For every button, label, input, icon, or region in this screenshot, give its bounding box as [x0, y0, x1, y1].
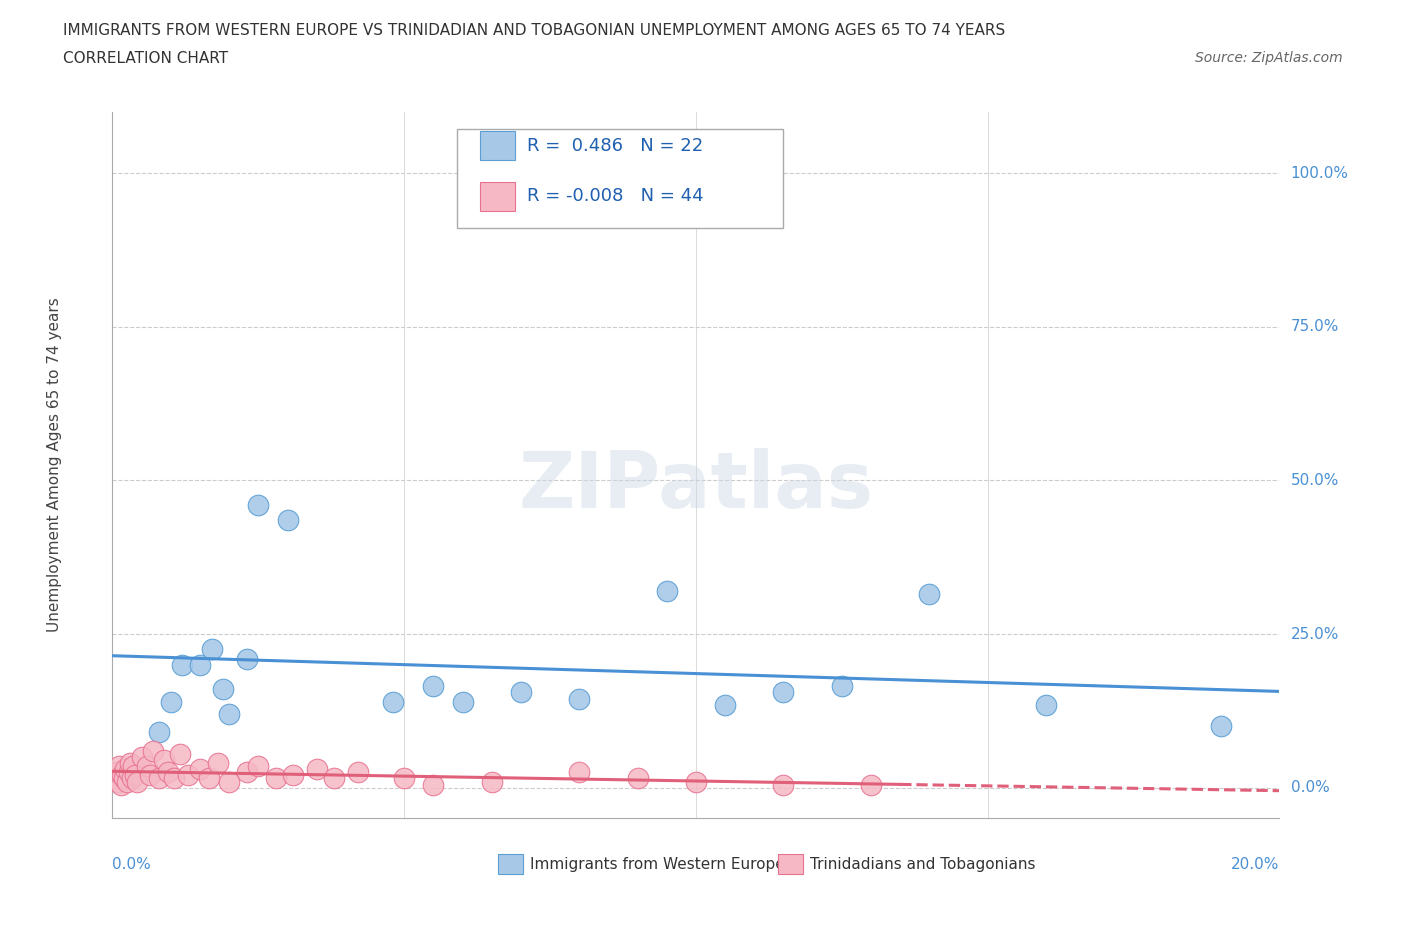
Point — [568, 764, 591, 779]
Point — [568, 691, 591, 706]
Point — [142, 743, 165, 758]
Text: 20.0%: 20.0% — [1232, 857, 1279, 872]
Point — [188, 658, 211, 672]
Text: Unemployment Among Ages 65 to 74 years: Unemployment Among Ages 65 to 74 years — [46, 298, 62, 632]
Point — [131, 750, 153, 764]
Point — [772, 685, 794, 700]
Point — [422, 679, 444, 694]
Point — [169, 747, 191, 762]
Point — [112, 771, 135, 786]
Text: 25.0%: 25.0% — [1291, 627, 1339, 642]
Point — [114, 762, 136, 777]
Point — [172, 658, 194, 672]
Point — [105, 764, 128, 779]
Point — [394, 771, 416, 786]
Text: R =  0.486   N = 22: R = 0.486 N = 22 — [527, 137, 703, 154]
Point — [1211, 719, 1233, 734]
Text: 0.0%: 0.0% — [112, 857, 152, 872]
Text: 50.0%: 50.0% — [1291, 472, 1339, 488]
Point — [918, 587, 941, 602]
Text: 75.0%: 75.0% — [1291, 319, 1339, 334]
Point — [108, 759, 131, 774]
Point — [148, 724, 170, 739]
Point — [264, 771, 287, 786]
Point — [422, 777, 444, 792]
Point — [218, 707, 240, 722]
Point — [125, 774, 148, 789]
Point — [509, 685, 531, 700]
Point — [247, 498, 270, 512]
Point — [212, 682, 235, 697]
Point — [235, 651, 257, 666]
Text: CORRELATION CHART: CORRELATION CHART — [63, 51, 228, 66]
Text: ZIPatlas: ZIPatlas — [519, 448, 873, 525]
Point — [118, 764, 141, 779]
Point — [197, 771, 219, 786]
Bar — [479, 131, 515, 160]
Text: 100.0%: 100.0% — [1291, 166, 1348, 180]
Point — [714, 698, 737, 712]
FancyBboxPatch shape — [457, 129, 783, 228]
Point — [201, 642, 224, 657]
Point — [139, 768, 162, 783]
Point — [381, 694, 404, 709]
Point — [153, 752, 176, 767]
Point — [283, 768, 305, 783]
Point — [346, 764, 368, 779]
Point — [156, 764, 179, 779]
Text: 0.0%: 0.0% — [1291, 780, 1329, 795]
Point — [160, 694, 183, 709]
Point — [122, 759, 145, 774]
Point — [118, 756, 141, 771]
Point — [148, 771, 170, 786]
Point — [107, 774, 129, 789]
Bar — [479, 182, 515, 210]
Point — [115, 774, 138, 789]
Point — [163, 771, 186, 786]
Point — [772, 777, 794, 792]
Text: R = -0.008   N = 44: R = -0.008 N = 44 — [527, 188, 703, 206]
Point — [655, 583, 678, 598]
Bar — [778, 854, 803, 873]
Point — [831, 679, 853, 694]
Point — [121, 771, 143, 786]
Point — [218, 774, 240, 789]
Point — [104, 771, 127, 786]
Point — [111, 768, 134, 783]
Bar — [498, 854, 523, 873]
Point — [277, 512, 299, 527]
Text: Immigrants from Western Europe: Immigrants from Western Europe — [530, 857, 785, 871]
Point — [177, 768, 200, 783]
Point — [860, 777, 883, 792]
Point — [124, 768, 146, 783]
Point — [323, 771, 346, 786]
Point — [247, 759, 270, 774]
Point — [136, 759, 159, 774]
Point — [685, 774, 707, 789]
Text: Trinidadians and Tobagonians: Trinidadians and Tobagonians — [810, 857, 1036, 871]
Point — [305, 762, 328, 777]
Text: IMMIGRANTS FROM WESTERN EUROPE VS TRINIDADIAN AND TOBAGONIAN UNEMPLOYMENT AMONG : IMMIGRANTS FROM WESTERN EUROPE VS TRINID… — [63, 23, 1005, 38]
Point — [481, 774, 503, 789]
Point — [207, 756, 229, 771]
Text: Source: ZipAtlas.com: Source: ZipAtlas.com — [1195, 51, 1343, 65]
Point — [451, 694, 474, 709]
Point — [235, 764, 257, 779]
Point — [188, 762, 211, 777]
Point — [110, 777, 132, 792]
Point — [1035, 698, 1057, 712]
Point — [627, 771, 650, 786]
